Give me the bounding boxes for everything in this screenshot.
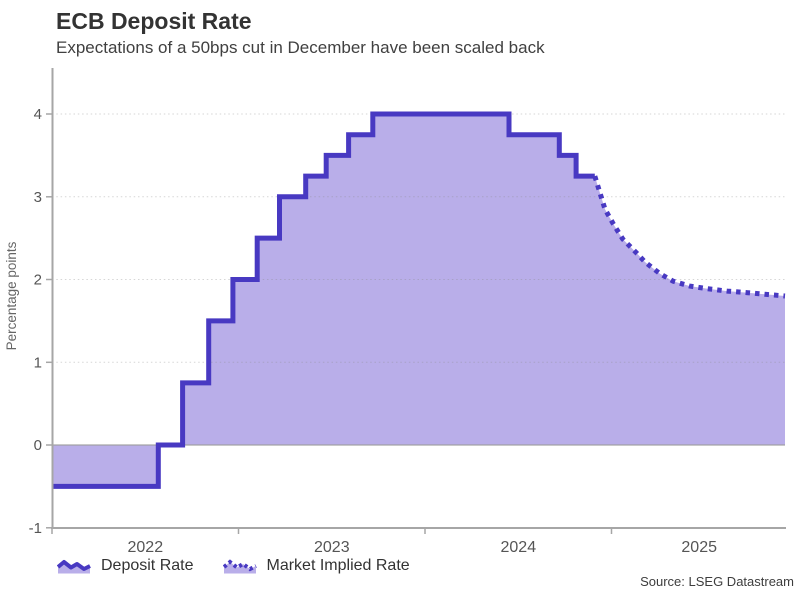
chart-legend: Deposit Rate Market Implied Rate xyxy=(57,557,439,575)
rate-area-fill xyxy=(52,114,785,487)
chart-title: ECB Deposit Rate xyxy=(56,8,252,34)
y-tick-label: 4 xyxy=(34,106,42,123)
legend-icon-stroke xyxy=(222,558,257,571)
y-tick-label: 0 xyxy=(34,437,42,454)
legend-item-market-implied-rate: Market Implied Rate xyxy=(222,557,410,575)
legend-label: Deposit Rate xyxy=(101,557,194,574)
source-credit: Source: LSEG Datastream xyxy=(640,574,794,589)
legend-icon-stroke xyxy=(57,559,91,571)
x-year-label: 2024 xyxy=(501,539,537,556)
solid-wave-legend-icon xyxy=(57,558,91,575)
x-year-label: 2022 xyxy=(128,539,164,556)
legend-item-deposit-rate: Deposit Rate xyxy=(57,557,194,575)
y-tick-label: 3 xyxy=(34,189,42,206)
market-implied-rate-line xyxy=(592,175,786,299)
legend-label: Market Implied Rate xyxy=(266,557,410,574)
y-tick-label: 1 xyxy=(34,354,42,371)
y-axis-title: Percentage points xyxy=(4,241,19,350)
legend-icon-fill xyxy=(223,561,256,573)
chart-subtitle: Expectations of a 50bps cut in December … xyxy=(56,38,545,57)
dotted-wave-legend-icon xyxy=(222,558,257,575)
y-tick-label: 2 xyxy=(34,272,42,289)
deposit-rate-line xyxy=(52,111,595,489)
y-tick-label: -1 xyxy=(29,520,42,537)
x-year-label: 2025 xyxy=(681,539,717,556)
x-year-label: 2023 xyxy=(314,539,350,556)
